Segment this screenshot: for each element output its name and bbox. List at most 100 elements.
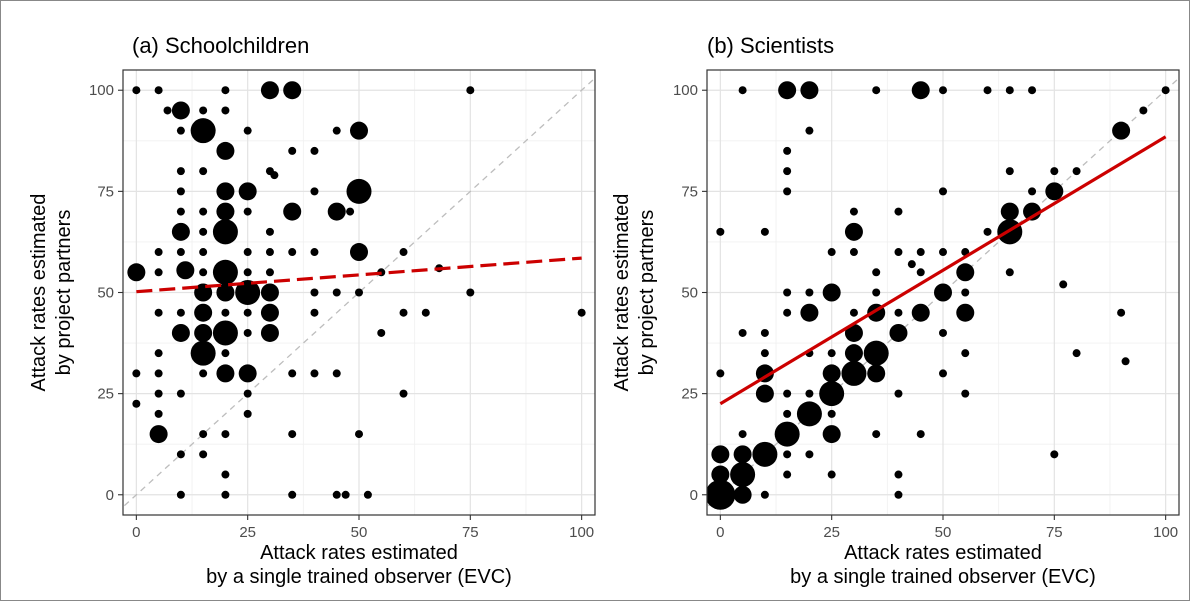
data-point	[171, 222, 190, 241]
data-point	[243, 409, 252, 418]
panel-schoolchildren: 0 25 50 75 100 0 25 50 75 100 (a) Schoolchildren At…	[28, 33, 596, 588]
panel-scientists: 0 25 50 75 100 0 25 50 75 100 (b) Scientists Attack…	[611, 33, 1180, 588]
data-point	[849, 207, 858, 216]
data-point	[194, 283, 213, 302]
data-point	[961, 389, 970, 398]
data-point	[154, 389, 163, 398]
data-point	[738, 328, 747, 337]
data-point	[1112, 121, 1131, 140]
data-point	[221, 490, 230, 499]
data-point	[822, 425, 841, 444]
data-point	[783, 167, 792, 176]
data-point	[872, 86, 881, 95]
x-tick-label: 25	[823, 524, 840, 541]
y-tick-label: 50	[97, 285, 114, 302]
data-point	[176, 389, 185, 398]
data-point	[288, 248, 297, 257]
plot-area	[707, 77, 1179, 510]
data-point	[176, 261, 195, 280]
x-tick-label: 50	[935, 524, 952, 541]
data-point	[911, 303, 930, 322]
x-tick-label: 50	[351, 524, 368, 541]
data-point	[377, 328, 386, 337]
data-point	[235, 280, 261, 305]
data-point	[212, 219, 238, 245]
data-point	[956, 263, 975, 282]
data-point	[154, 409, 163, 418]
data-point	[760, 328, 769, 337]
data-point	[149, 425, 168, 444]
x-tick-label: 25	[239, 524, 256, 541]
data-point	[711, 445, 730, 464]
x-tick-label: 100	[569, 524, 594, 541]
data-point	[260, 283, 279, 302]
data-point	[755, 384, 774, 403]
data-point	[199, 430, 208, 439]
data-point	[221, 470, 230, 479]
x-axis-title: Attack rates estimated	[260, 542, 458, 564]
data-point	[243, 126, 252, 135]
data-point	[310, 288, 319, 297]
data-point	[221, 349, 230, 358]
data-point	[1005, 86, 1014, 95]
data-point	[916, 430, 925, 439]
data-point	[738, 86, 747, 95]
data-point	[844, 222, 863, 241]
data-point	[288, 369, 297, 378]
x-tick-label: 0	[132, 524, 140, 541]
data-point	[983, 227, 992, 236]
data-point	[711, 465, 730, 484]
data-point	[154, 268, 163, 277]
data-point	[805, 288, 814, 297]
data-point	[894, 470, 903, 479]
data-point	[350, 121, 368, 140]
data-point	[844, 323, 863, 342]
data-point	[827, 470, 836, 479]
data-point	[154, 86, 163, 95]
data-point	[399, 308, 408, 317]
data-point	[288, 146, 297, 155]
data-point	[154, 349, 163, 358]
y-tick-label: 0	[106, 487, 114, 504]
data-point	[939, 187, 947, 196]
data-point	[1072, 167, 1081, 176]
data-point	[212, 320, 238, 346]
data-point	[216, 364, 235, 383]
fit-line	[136, 256, 582, 294]
data-point	[934, 283, 952, 302]
data-point	[288, 430, 297, 439]
data-point	[190, 118, 216, 144]
x-axis-title: by a single trained observer (EVC)	[790, 566, 1096, 588]
data-point	[1023, 202, 1042, 221]
data-point	[894, 248, 903, 257]
data-point	[199, 268, 208, 277]
data-point	[332, 126, 341, 135]
y-tick-label: 0	[690, 487, 698, 504]
data-point	[283, 81, 302, 100]
data-point	[132, 86, 141, 95]
data-point	[778, 81, 797, 100]
data-point	[774, 421, 800, 447]
panel-title: (a) Schoolchildren	[132, 33, 309, 58]
data-point	[822, 364, 841, 383]
data-point	[939, 86, 947, 95]
data-point	[216, 182, 235, 201]
data-point	[1121, 357, 1130, 366]
data-point	[872, 268, 881, 277]
x-axis-title: Attack rates estimated	[844, 542, 1042, 564]
data-point	[260, 323, 279, 342]
data-point	[199, 227, 208, 236]
data-point	[889, 323, 908, 342]
data-point	[783, 450, 792, 459]
data-point	[350, 243, 368, 262]
data-point	[894, 389, 903, 398]
data-point	[805, 450, 814, 459]
x-tick-label: 100	[1153, 524, 1178, 541]
y-tick-label: 25	[681, 386, 698, 403]
data-point	[171, 323, 190, 342]
data-point	[961, 288, 970, 297]
data-point	[127, 263, 146, 282]
data-point	[260, 81, 279, 100]
data-point	[163, 106, 172, 115]
